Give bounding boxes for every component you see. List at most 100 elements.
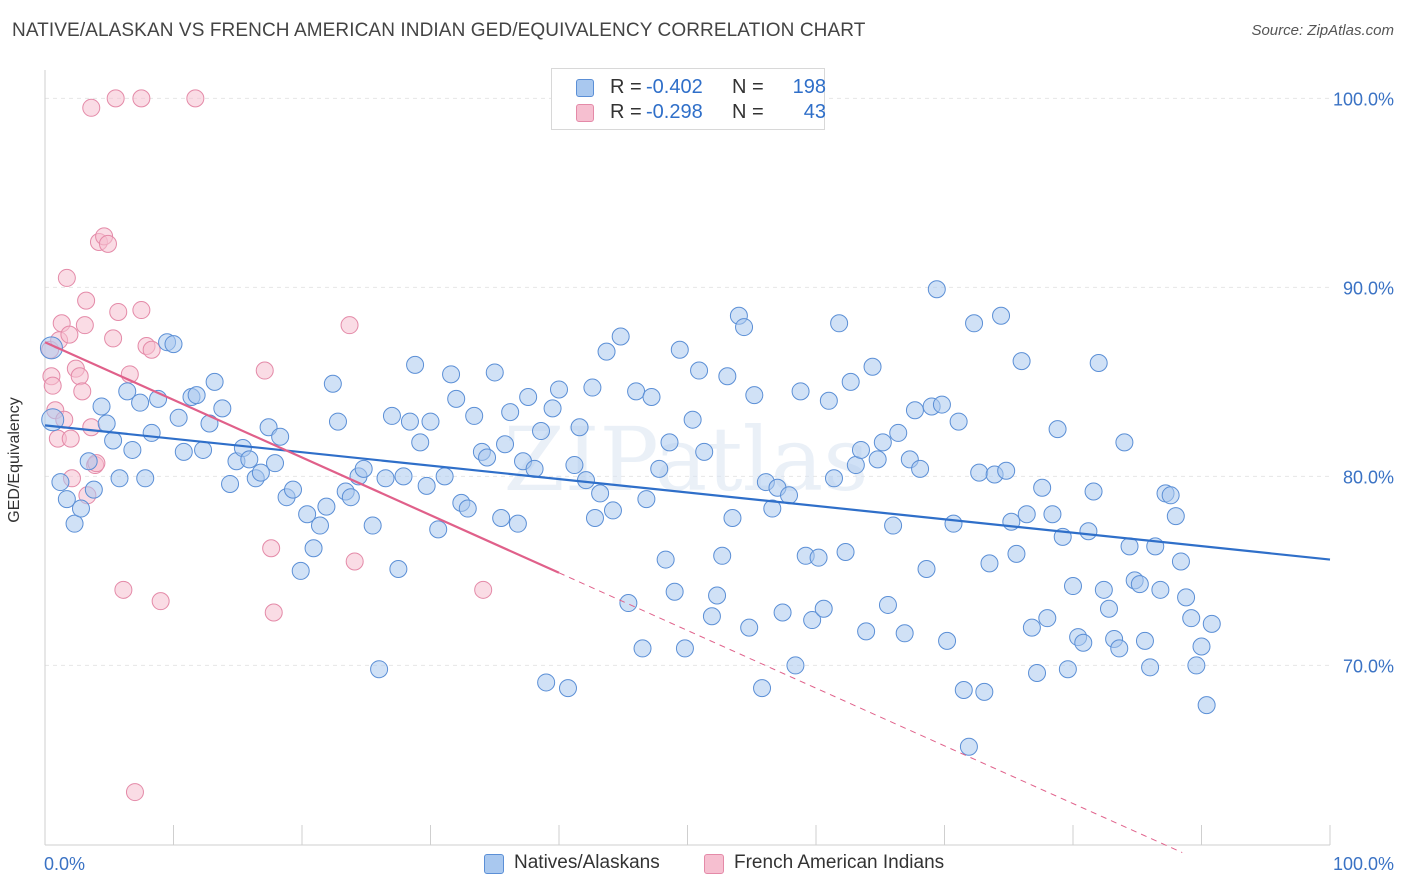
data-point-native <box>1079 522 1098 541</box>
y-tick-label: 100.0% <box>1333 89 1394 109</box>
data-point-native <box>642 388 661 407</box>
data-point-native <box>271 427 290 446</box>
data-point-native <box>1197 696 1216 715</box>
trend-lines <box>44 341 1331 854</box>
data-point-native <box>92 397 111 416</box>
data-point-native <box>537 673 556 692</box>
data-point-french <box>104 329 123 348</box>
data-point-french <box>70 367 89 386</box>
data-point-native <box>591 484 610 503</box>
data-point-french <box>142 340 161 359</box>
data-point-native <box>1064 577 1082 596</box>
data-point-native <box>683 410 702 429</box>
data-point-native <box>1171 552 1190 571</box>
data-point-native <box>656 550 675 569</box>
data-point-native <box>1028 663 1047 682</box>
data-point-native <box>447 389 466 408</box>
data-point-native <box>79 452 98 471</box>
data-point-native <box>1187 656 1206 675</box>
data-point-native <box>411 433 430 452</box>
data-point-native <box>400 412 419 431</box>
x-tick-label: 100.0% <box>1333 854 1394 874</box>
r-value: -0.298 <box>646 101 703 123</box>
data-point-french <box>82 98 101 117</box>
data-point-native <box>501 403 520 422</box>
data-point-native <box>389 560 408 579</box>
data-point-native <box>718 367 737 386</box>
r-label: R = <box>610 101 642 123</box>
data-point-french <box>264 603 283 622</box>
data-point-native <box>841 372 860 391</box>
data-point-native <box>104 431 123 450</box>
data-point-native <box>417 476 436 495</box>
data-point-native <box>1007 544 1026 563</box>
data-point-native <box>240 450 259 469</box>
n-value: 43 <box>803 101 826 123</box>
legend-label: Natives/Alaskans <box>514 852 660 873</box>
data-point-french <box>125 783 144 802</box>
data-point-native <box>878 595 897 614</box>
data-point-french <box>60 325 79 344</box>
data-point-native <box>1161 486 1180 505</box>
data-point-native <box>123 440 142 459</box>
chart-title: NATIVE/ALASKAN VS FRENCH AMERICAN INDIAN… <box>12 20 866 41</box>
data-point-native <box>836 543 855 562</box>
data-point-native <box>136 469 155 488</box>
data-point-native <box>637 490 656 509</box>
data-point-native <box>205 372 224 391</box>
data-point-native <box>565 456 584 475</box>
data-point-native <box>465 406 484 425</box>
data-point-native <box>71 499 90 518</box>
data-point-native <box>1043 505 1062 524</box>
data-point-native <box>905 401 924 420</box>
data-point-native <box>627 382 646 401</box>
data-point-native <box>723 508 742 527</box>
data-point-native <box>809 548 828 567</box>
data-point-native <box>429 520 448 539</box>
data-point-native <box>458 499 477 518</box>
data-point-native <box>965 314 984 333</box>
data-point-native <box>695 442 714 461</box>
r-value: -0.402 <box>646 76 703 98</box>
data-point-native <box>164 335 183 354</box>
data-point-native <box>980 554 999 573</box>
data-point-native <box>1074 633 1093 652</box>
series-natives-alaskans <box>39 280 1221 756</box>
data-point-native <box>851 440 870 459</box>
data-point-native <box>819 391 838 410</box>
data-point-native <box>187 386 206 405</box>
data-point-native <box>496 435 515 454</box>
legend-label: French American Indians <box>734 852 945 873</box>
data-point-native <box>1094 580 1113 599</box>
data-point-french <box>75 316 94 335</box>
data-point-native <box>194 440 213 459</box>
data-point-native <box>970 463 989 482</box>
data-point-native <box>221 474 240 493</box>
data-point-native <box>803 611 822 630</box>
data-point-native <box>735 318 754 337</box>
data-point-french <box>262 539 281 558</box>
data-point-native <box>118 382 137 401</box>
data-point-french <box>109 302 128 321</box>
y-axis-label: GED/Equivalency <box>6 397 23 523</box>
data-point-french <box>61 429 80 448</box>
n-label: N = <box>732 76 764 98</box>
data-point-native <box>1177 588 1196 607</box>
y-tick-label: 90.0% <box>1343 278 1394 298</box>
data-point-native <box>702 607 721 626</box>
data-point-native <box>791 382 810 401</box>
data-point-native <box>1012 352 1031 371</box>
data-point-native <box>363 516 382 535</box>
data-point-native <box>1130 575 1149 594</box>
data-point-native <box>846 456 865 475</box>
r-label: R = <box>610 76 642 98</box>
legend-swatch-pink <box>576 104 594 122</box>
data-point-native <box>543 399 562 418</box>
x-tick-label: 0.0% <box>44 854 85 874</box>
data-point-french <box>106 89 125 108</box>
data-point-native <box>421 412 440 431</box>
data-point-native <box>317 497 336 516</box>
data-point-native <box>1110 639 1129 658</box>
data-point-native <box>304 539 323 558</box>
data-point-native <box>328 412 347 431</box>
